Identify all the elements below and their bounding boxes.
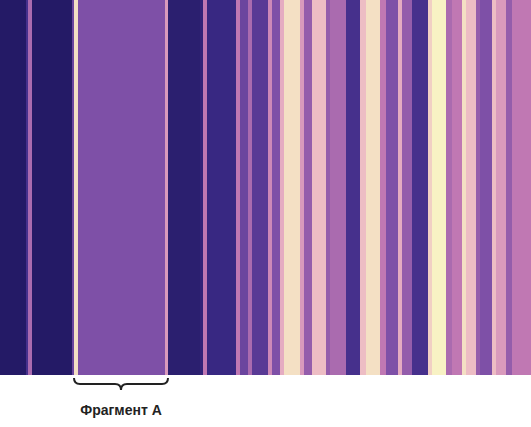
svg-text:Фрагмент A: Фрагмент A [80, 402, 162, 418]
